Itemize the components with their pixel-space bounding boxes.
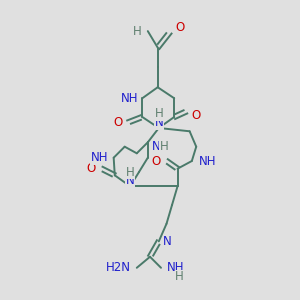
Text: H: H xyxy=(132,25,141,38)
Text: NH: NH xyxy=(91,151,108,164)
Text: NH: NH xyxy=(198,154,216,167)
Text: O: O xyxy=(175,21,184,34)
Text: NH: NH xyxy=(120,92,138,105)
Text: O: O xyxy=(192,110,201,122)
Text: H: H xyxy=(126,166,135,178)
Text: H: H xyxy=(154,107,163,120)
Text: N: N xyxy=(126,174,135,187)
Text: H: H xyxy=(175,270,184,283)
Text: NH: NH xyxy=(167,261,184,274)
Text: H2N: H2N xyxy=(106,261,131,274)
Text: O: O xyxy=(87,162,96,175)
Text: O: O xyxy=(113,116,122,129)
Text: N: N xyxy=(154,116,163,129)
Text: N: N xyxy=(152,140,161,153)
Text: N: N xyxy=(163,235,172,248)
Text: O: O xyxy=(152,154,161,167)
Text: H: H xyxy=(160,140,169,153)
